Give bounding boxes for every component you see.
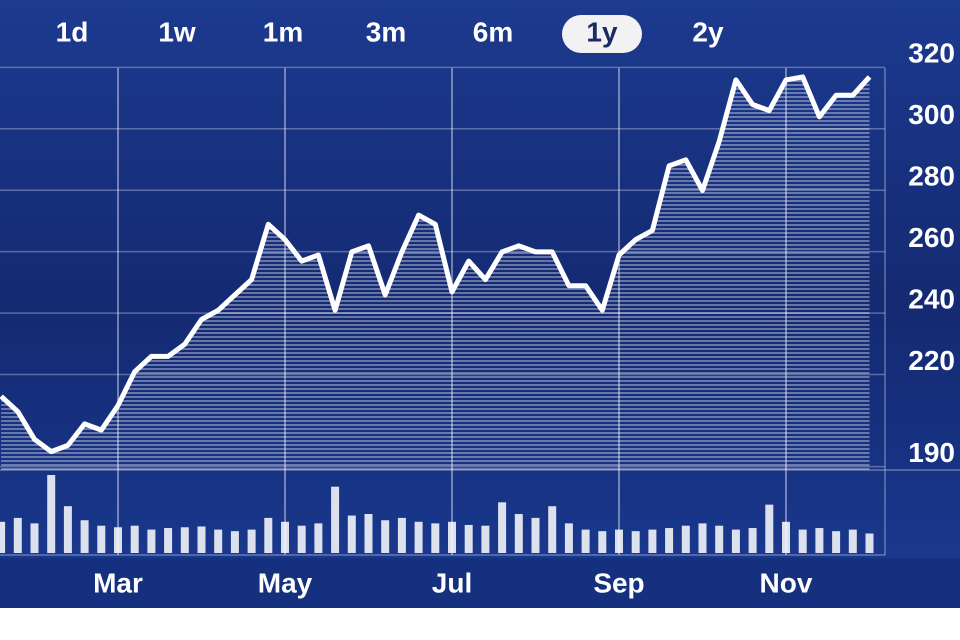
volume-bar xyxy=(114,527,122,553)
range-button[interactable]: 1d xyxy=(56,16,89,47)
volume-bar xyxy=(297,525,306,553)
volume-bar xyxy=(615,529,623,553)
volume-bar xyxy=(865,533,874,553)
price-line xyxy=(0,74,872,455)
volume-bar xyxy=(0,521,6,553)
volume-bar xyxy=(848,529,857,553)
volume-bar xyxy=(414,521,423,553)
volume-bar xyxy=(548,506,557,553)
volume-bar xyxy=(815,528,824,553)
volume-bar xyxy=(581,529,590,553)
labels: 190 220 240 260 280 300 320 Mar May Jul Sep Nov xyxy=(93,38,955,599)
volume-bar xyxy=(197,526,206,553)
volume-bar xyxy=(832,531,841,553)
volume-bar xyxy=(347,515,356,553)
volume-bar xyxy=(314,523,323,553)
volume-bar xyxy=(147,529,156,553)
area-fill xyxy=(1,76,870,470)
range-button[interactable]: 1w xyxy=(158,16,196,47)
volume-bar xyxy=(281,521,289,553)
volume-bar xyxy=(514,514,523,553)
volume-bar xyxy=(765,504,774,553)
range-buttons: 1d 1w 1m 3m 6m 1y 2y xyxy=(56,15,724,53)
x-tick-label: May xyxy=(258,567,313,598)
x-tick-label: Jul xyxy=(432,567,472,598)
y-tick-label: 260 xyxy=(908,222,955,253)
volume-bar xyxy=(214,529,223,553)
volume-bar xyxy=(30,523,39,553)
y-tick-label: 300 xyxy=(908,99,955,130)
volume-bar xyxy=(164,528,173,553)
volume-bar xyxy=(264,517,273,553)
volume-bar xyxy=(97,525,106,553)
volume-bar xyxy=(63,506,72,553)
volume-bar xyxy=(748,528,757,553)
volume-bar xyxy=(397,517,406,553)
x-tick-label: Sep xyxy=(593,567,644,598)
x-tick-label: Mar xyxy=(93,567,143,598)
volume-bar xyxy=(364,514,373,553)
plot xyxy=(0,74,872,470)
volume-bar xyxy=(247,529,256,553)
volume-bar xyxy=(464,524,473,553)
volume-bar xyxy=(448,521,456,553)
x-tick-label: Nov xyxy=(760,567,813,598)
volume-bar xyxy=(13,517,22,553)
volume-bar xyxy=(598,531,607,553)
range-button[interactable]: 1y xyxy=(586,16,618,47)
volume-bar xyxy=(564,523,573,553)
y-tick-label: 240 xyxy=(908,283,955,314)
volume-bar xyxy=(731,529,740,553)
volume-bar xyxy=(782,521,790,553)
range-button[interactable]: 3m xyxy=(366,16,406,47)
x-axis-band xyxy=(0,558,960,608)
volume-bar xyxy=(47,475,56,553)
y-tick-label: 190 xyxy=(908,437,955,468)
selected-pill xyxy=(562,15,642,53)
volume-bar xyxy=(698,523,707,553)
y-tick-label: 280 xyxy=(908,161,955,192)
volume-bar xyxy=(80,520,89,553)
volume-bar xyxy=(331,486,340,553)
range-button[interactable]: 1m xyxy=(263,16,303,47)
volume-bar xyxy=(230,531,239,553)
y-tick-label: 320 xyxy=(908,38,955,69)
volume-bar xyxy=(481,525,490,553)
volume xyxy=(0,475,874,553)
volume-bar xyxy=(798,529,807,553)
volume-bar xyxy=(180,527,189,553)
volume-bar xyxy=(381,520,390,553)
volume-bar xyxy=(715,525,724,553)
y-tick-label: 220 xyxy=(908,345,955,376)
range-button[interactable]: 2y xyxy=(692,16,724,47)
volume-bar xyxy=(431,523,440,553)
volume-bar xyxy=(498,502,507,553)
volume-bar xyxy=(531,517,540,553)
volume-bar xyxy=(681,525,690,553)
volume-bar xyxy=(130,525,139,553)
volume-bar xyxy=(648,529,657,553)
volume-bar xyxy=(665,528,674,553)
volume-bar xyxy=(631,531,640,553)
range-button[interactable]: 6m xyxy=(473,16,513,47)
